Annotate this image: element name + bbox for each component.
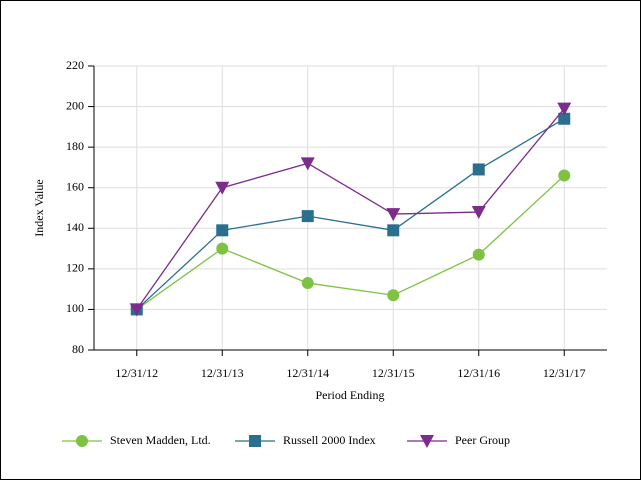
marker xyxy=(301,210,314,223)
marker xyxy=(300,157,315,171)
y-tick-label: 220 xyxy=(66,58,84,72)
y-tick-label: 200 xyxy=(66,98,84,112)
x-tick-label: 12/31/14 xyxy=(286,366,329,380)
legend-label: Steven Madden, Ltd. xyxy=(110,433,211,447)
line xyxy=(136,108,565,310)
marker xyxy=(216,224,229,237)
legend-label: Russell 2000 Index xyxy=(283,433,376,447)
x-tick-label: 12/31/12 xyxy=(115,366,158,380)
x-tick-label: 12/31/13 xyxy=(201,366,244,380)
x-tick-label: 12/31/16 xyxy=(457,366,500,380)
marker xyxy=(387,224,400,237)
marker xyxy=(472,163,485,176)
line xyxy=(136,175,565,310)
marker xyxy=(471,206,486,220)
x-tick-label: 12/31/15 xyxy=(372,366,415,380)
y-tick-label: 120 xyxy=(66,261,84,275)
marker xyxy=(249,435,261,447)
marker xyxy=(386,208,401,222)
legend-label: Peer Group xyxy=(455,433,510,447)
marker xyxy=(301,277,314,290)
marker xyxy=(216,242,229,255)
x-tick-label: 12/31/17 xyxy=(543,366,586,380)
marker xyxy=(557,102,572,116)
marker xyxy=(215,181,230,195)
y-tick-label: 100 xyxy=(66,301,84,315)
x-axis-title: Period Ending xyxy=(316,388,385,402)
y-tick-label: 160 xyxy=(66,179,84,193)
marker xyxy=(558,112,571,125)
marker xyxy=(420,435,434,448)
marker xyxy=(472,248,485,261)
y-tick-label: 80 xyxy=(72,342,84,356)
marker xyxy=(76,435,88,447)
marker xyxy=(129,303,144,317)
y-axis-title: Index Value xyxy=(32,179,46,236)
y-tick-label: 140 xyxy=(66,220,84,234)
marker xyxy=(387,289,400,302)
line xyxy=(136,118,565,310)
y-tick-label: 180 xyxy=(66,139,84,153)
marker xyxy=(558,169,571,182)
